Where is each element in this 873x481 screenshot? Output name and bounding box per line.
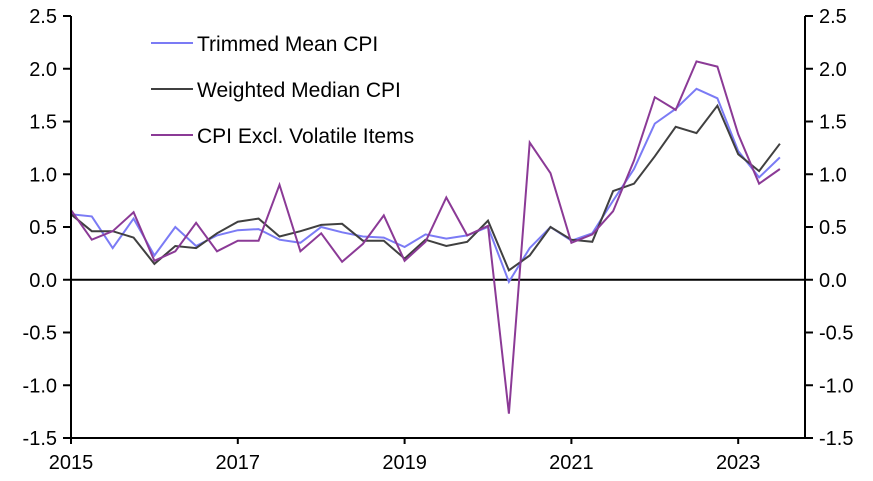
right-y-axis: 2.5 2.0 1.5 1.0 0.5 0.0 -0.5 -1.0 -1.5 xyxy=(804,6,853,450)
legend: Trimmed Mean CPI Weighted Median CPI CPI E… xyxy=(151,33,414,148)
left-y-tick-label: 0.5 xyxy=(29,217,57,239)
left-y-tick-label: 2.5 xyxy=(29,6,57,28)
x-tick-label: 2017 xyxy=(216,452,261,474)
series-line-cpi-excl-volatile-items xyxy=(70,60,781,414)
right-y-tick-label: 0.5 xyxy=(819,217,847,239)
x-tick-label: 2021 xyxy=(549,452,594,474)
x-axis: 2015 2017 2019 2021 2023 xyxy=(49,437,805,474)
legend-item-weighted-median-cpi: Weighted Median CPI xyxy=(151,79,401,102)
series-line-weighted-median-cpi xyxy=(70,103,781,272)
series-line-trimmed-mean-cpi xyxy=(70,87,781,285)
right-y-tick-label: 2.0 xyxy=(819,59,847,81)
series-layer xyxy=(70,60,781,414)
left-y-tick-label: 1.0 xyxy=(29,164,57,186)
right-y-tick-label: -0.5 xyxy=(819,323,853,345)
right-y-tick-label: 2.5 xyxy=(819,6,847,28)
legend-item-cpi-excl-volatile-items: CPI Excl. Volatile Items xyxy=(151,125,414,148)
right-y-tick-label: -1.5 xyxy=(819,428,853,450)
left-y-tick-label: -1.0 xyxy=(23,375,57,397)
left-y-axis: 2.5 2.0 1.5 1.0 0.5 0.0 -0.5 -1.0 -1.5 xyxy=(23,6,72,450)
left-y-tick-label: -1.5 xyxy=(23,428,57,450)
left-y-tick-label: 1.5 xyxy=(29,112,57,134)
x-tick-label: 2023 xyxy=(716,452,761,474)
right-y-tick-label: 0.0 xyxy=(819,270,847,292)
left-y-tick-label: -0.5 xyxy=(23,323,57,345)
x-tick-label: 2019 xyxy=(382,452,427,474)
legend-label: Weighted Median CPI xyxy=(197,79,401,102)
legend-item-trimmed-mean-cpi: Trimmed Mean CPI xyxy=(151,33,378,56)
legend-label: CPI Excl. Volatile Items xyxy=(197,125,414,148)
legend-label: Trimmed Mean CPI xyxy=(197,33,378,56)
left-y-tick-label: 2.0 xyxy=(29,59,57,81)
right-y-tick-label: -1.0 xyxy=(819,375,853,397)
right-y-tick-label: 1.0 xyxy=(819,164,847,186)
x-tick-label: 2015 xyxy=(49,452,94,474)
left-y-tick-label: 0.0 xyxy=(29,270,57,292)
right-y-tick-label: 1.5 xyxy=(819,112,847,134)
